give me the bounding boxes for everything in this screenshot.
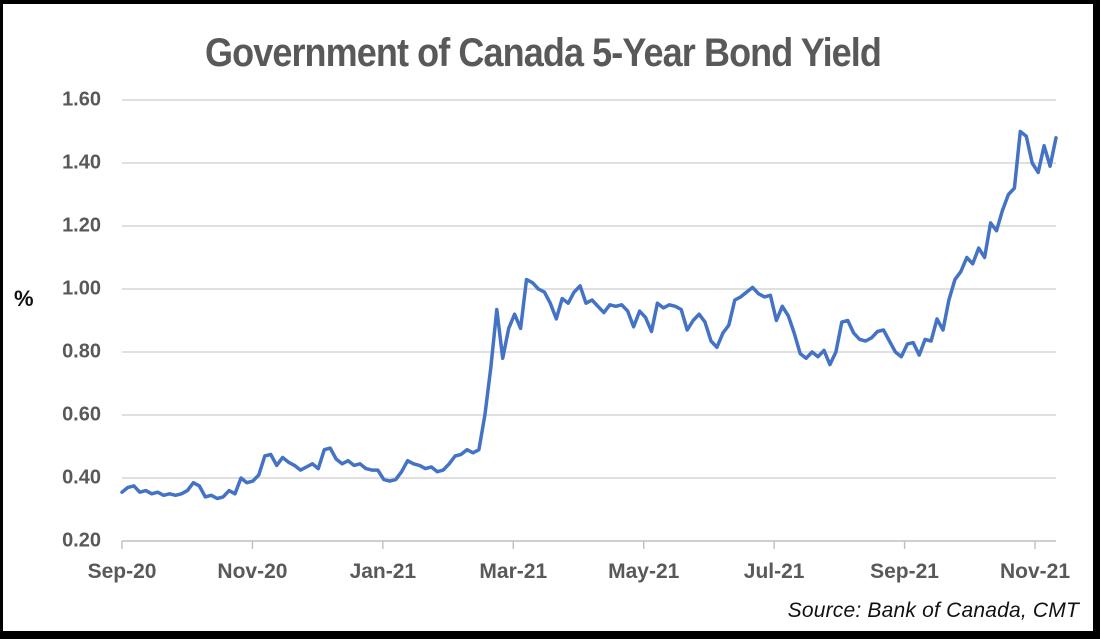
plot-area (120, 99, 1058, 549)
y-axis-tick-label: 1.60 (62, 88, 101, 111)
x-axis-tick-label: Mar-21 (479, 560, 548, 583)
gridlines (122, 99, 1056, 542)
y-axis-tick-label: 0.80 (62, 340, 101, 363)
x-axis-tick-label: Sep-21 (870, 560, 939, 583)
x-axis-tick-label: Nov-20 (217, 560, 288, 583)
x-axis-tick-label: Jan-21 (349, 560, 417, 583)
y-axis-tick-label: 0.60 (62, 403, 101, 426)
x-axis-tick-label: Sep-20 (87, 560, 157, 583)
x-axis-tick-label: Nov-21 (999, 560, 1071, 583)
x-axis-tick-label: May-21 (608, 560, 680, 583)
x-axis-tick-label: Jul-21 (743, 560, 805, 583)
y-axis-tick-label: 1.40 (62, 151, 101, 174)
y-axis-tick-label: 1.00 (62, 277, 101, 300)
yield-line (120, 129, 1058, 501)
y-axis-unit-label: % (14, 286, 34, 311)
y-axis-tick-label: 0.20 (62, 529, 101, 552)
chart-title: Government of Canada 5-Year Bond Yield (205, 31, 882, 75)
x-axis-ticks (121, 541, 1036, 549)
y-axis-tick-label: 0.40 (62, 466, 101, 489)
yield-line-series (120, 129, 1058, 501)
source-note: Source: Bank of Canada, CMT (787, 599, 1079, 622)
y-axis-tick-label: 1.20 (62, 214, 101, 237)
